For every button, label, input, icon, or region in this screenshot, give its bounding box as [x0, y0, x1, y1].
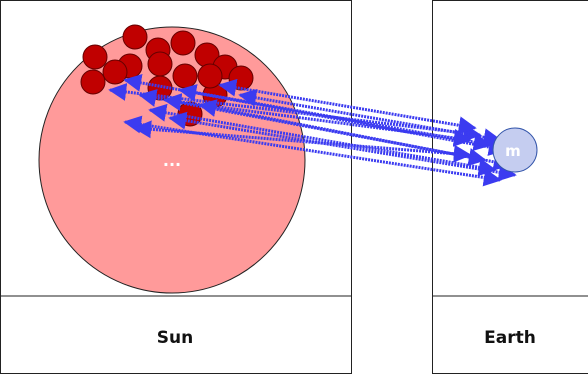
mass-label: m [505, 142, 521, 160]
sun-node-label: ... [163, 151, 181, 170]
diagram: ... m Sun Earth [0, 0, 588, 375]
earth-panel [433, 1, 588, 374]
panel-label: Sun [157, 328, 193, 348]
panel-label: Earth [484, 328, 536, 348]
